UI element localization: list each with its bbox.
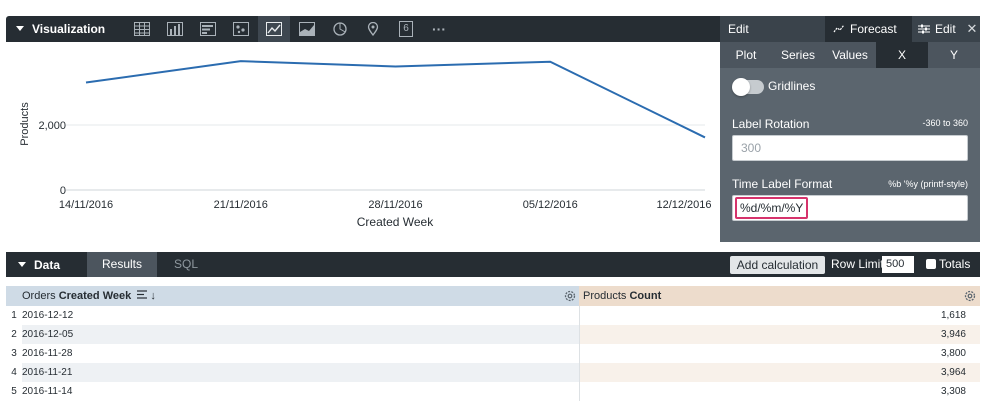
forecast-icon bbox=[833, 24, 845, 33]
x-tick-label: 21/11/2016 bbox=[214, 199, 268, 211]
tab-sql[interactable]: SQL bbox=[173, 257, 198, 271]
tab-y[interactable]: Y bbox=[928, 42, 980, 68]
area-chart-icon[interactable] bbox=[291, 16, 323, 42]
tab-results[interactable]: Results bbox=[87, 252, 157, 277]
label-rotation-hint: -360 to 360 bbox=[922, 118, 968, 128]
visualization-bar: Visualization 6 ··· bbox=[6, 16, 720, 42]
series-line bbox=[85, 60, 706, 139]
column-view-name: Orders bbox=[22, 290, 59, 302]
cell-products-count[interactable]: 3,800 bbox=[579, 344, 980, 363]
data-title: Data bbox=[34, 258, 61, 272]
tab-plot[interactable]: Plot bbox=[720, 42, 772, 68]
data-toggle[interactable]: Data bbox=[18, 252, 60, 278]
table-row: 4 2016-11-21 3,964 bbox=[6, 363, 980, 382]
edit-panel-header: Edit Forecast Edit ✕ bbox=[720, 16, 980, 42]
chart-gridlines bbox=[66, 124, 705, 191]
more-icon[interactable]: ··· bbox=[432, 21, 446, 37]
single-value-icon[interactable]: 6 bbox=[390, 16, 422, 42]
time-label-format-hint: %b '%y (printf-style) bbox=[888, 179, 968, 189]
x-tick-label: 05/12/2016 bbox=[523, 199, 578, 211]
cell-created-week[interactable]: 2016-12-12 bbox=[22, 306, 579, 325]
cell-products-count[interactable]: 3,946 bbox=[579, 325, 980, 344]
row-number: 3 bbox=[11, 348, 17, 359]
visualization-title: Visualization bbox=[32, 22, 106, 36]
x-tick-label: 14/11/2016 bbox=[59, 199, 113, 211]
row-limit-input[interactable]: 500 bbox=[882, 256, 914, 273]
horizontal-bar-icon[interactable] bbox=[192, 16, 224, 42]
label-rotation-input[interactable]: 300 bbox=[732, 135, 968, 161]
edit-panel: Edit Forecast Edit ✕ Plot Series Values … bbox=[720, 16, 980, 242]
cell-created-week[interactable]: 2016-11-14 bbox=[22, 382, 579, 401]
y-tick-label: 0 bbox=[60, 185, 66, 197]
chart-series bbox=[85, 60, 706, 139]
y-tick-label: 2,000 bbox=[38, 120, 66, 132]
edit-tab[interactable]: Edit bbox=[912, 16, 980, 42]
totals-checkbox[interactable] bbox=[926, 259, 936, 269]
time-label-format-input[interactable]: %d/%m/%Y bbox=[732, 195, 968, 221]
edit-panel-title: Edit bbox=[728, 22, 749, 36]
x-tick-label: 12/12/2016 bbox=[656, 199, 711, 211]
gear-icon[interactable] bbox=[563, 289, 577, 308]
column-field-name: Count bbox=[629, 290, 662, 302]
toggle-knob bbox=[732, 78, 750, 96]
gridlines-label: Gridlines bbox=[768, 79, 816, 93]
time-label-format-label: Time Label Format bbox=[732, 177, 833, 191]
tab-series[interactable]: Series bbox=[772, 42, 824, 68]
y-axis-ticks: 0 2,000 bbox=[38, 120, 66, 197]
scatter-icon[interactable] bbox=[225, 16, 257, 42]
table-row: 2 2016-12-05 3,946 bbox=[6, 325, 980, 344]
gridlines-toggle[interactable] bbox=[732, 78, 764, 96]
table-icon[interactable] bbox=[126, 16, 158, 42]
table-row: 1 2016-12-12 1,618 bbox=[6, 306, 980, 325]
tab-x[interactable]: X bbox=[876, 42, 928, 68]
cell-products-count[interactable]: 1,618 bbox=[579, 306, 980, 325]
label-rotation-label: Label Rotation bbox=[732, 117, 810, 131]
table-row: 5 2016-11-14 3,308 bbox=[6, 382, 980, 401]
x-tick-label: 28/11/2016 bbox=[368, 199, 422, 211]
column-header-products-count[interactable]: Products Count bbox=[579, 286, 980, 306]
cell-created-week[interactable]: 2016-11-21 bbox=[22, 363, 579, 382]
bar-chart-icon[interactable] bbox=[159, 16, 191, 42]
gear-icon[interactable] bbox=[963, 289, 977, 308]
cell-products-count[interactable]: 3,308 bbox=[579, 382, 980, 401]
sliders-icon bbox=[918, 24, 930, 34]
cell-products-count[interactable]: 3,964 bbox=[579, 363, 980, 382]
forecast-tab[interactable]: Forecast bbox=[825, 16, 912, 42]
y-axis-label: Products bbox=[19, 102, 31, 146]
collapse-triangle-icon bbox=[16, 26, 24, 32]
column-header-created-week[interactable]: Orders Created Week ↓ bbox=[6, 286, 579, 306]
column-field-name: Created Week bbox=[58, 290, 132, 302]
row-number: 4 bbox=[11, 367, 17, 378]
sort-desc-icon[interactable]: ↓ bbox=[150, 290, 156, 302]
line-chart-icon[interactable] bbox=[258, 16, 290, 42]
close-icon[interactable]: ✕ bbox=[966, 21, 978, 36]
row-number: 5 bbox=[11, 386, 17, 397]
tab-values[interactable]: Values bbox=[824, 42, 876, 68]
collapse-triangle-icon bbox=[18, 262, 26, 268]
pie-chart-icon[interactable] bbox=[324, 16, 356, 42]
row-limit-label: Row Limit bbox=[831, 257, 884, 271]
cell-created-week[interactable]: 2016-12-05 bbox=[22, 325, 579, 344]
cell-created-week[interactable]: 2016-11-28 bbox=[22, 344, 579, 363]
x-axis-ticks: 14/11/2016 21/11/2016 28/11/2016 05/12/2016… bbox=[59, 199, 712, 211]
time-format-value-highlight: %d/%m/%Y bbox=[735, 197, 809, 219]
edit-subtabs: Plot Series Values X Y bbox=[720, 42, 980, 68]
map-pin-icon[interactable] bbox=[357, 16, 389, 42]
line-chart: 0 2,000 14/11/2016 21/11/2016 28/11/2016 05/… bbox=[19, 60, 712, 229]
x-axis-label: Created Week bbox=[357, 215, 434, 229]
data-bar: Data Results SQL Add calculation Row Lim… bbox=[6, 252, 980, 277]
table-row: 3 2016-11-28 3,800 bbox=[6, 344, 980, 363]
column-view-name: Products bbox=[583, 290, 630, 302]
totals-label: Totals bbox=[939, 257, 971, 271]
row-number: 1 bbox=[11, 310, 17, 321]
visualization-toggle[interactable]: Visualization bbox=[16, 16, 105, 42]
row-number: 2 bbox=[11, 329, 17, 340]
add-calculation-button[interactable]: Add calculation bbox=[730, 256, 825, 274]
pivot-lines-icon[interactable] bbox=[137, 290, 148, 299]
